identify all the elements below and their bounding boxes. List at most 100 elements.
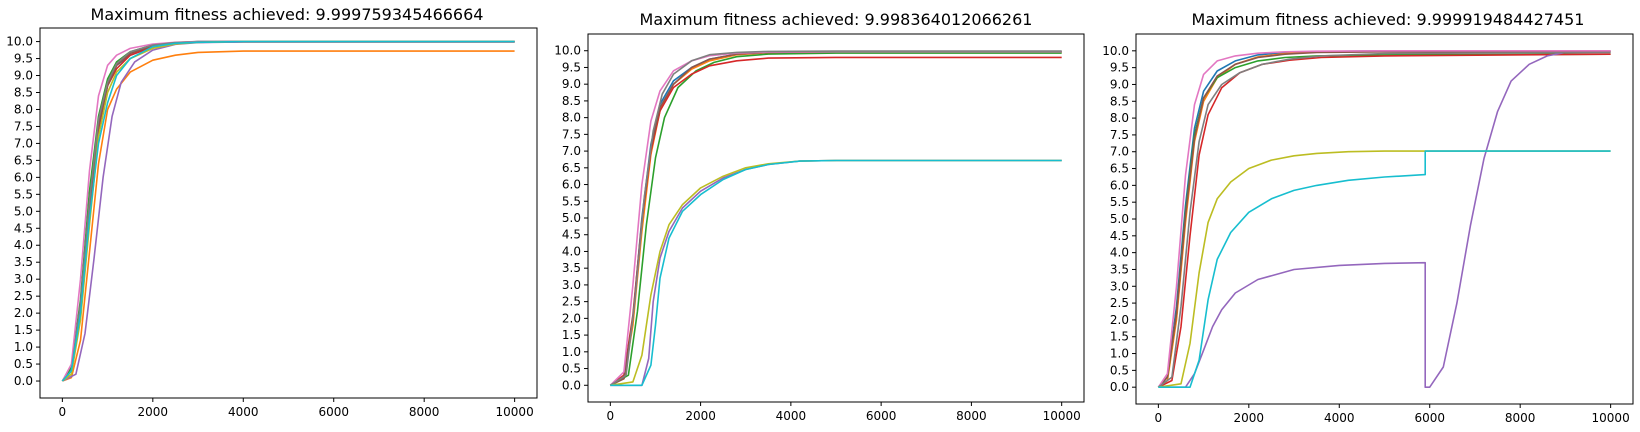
x-tick-label-3-6: 10000 [1592, 411, 1630, 425]
chart-title-1: Maximum fitness achieved: 9.999759345466… [91, 5, 484, 24]
x-tick-label-2-2: 2000 [685, 409, 716, 423]
series-line-3-10 [1158, 150, 1611, 388]
y-tick-label-3-11: 5.0 [1110, 212, 1129, 226]
series-line-3-6 [1157, 51, 1611, 388]
x-tick-label-1-5: 8000 [409, 405, 440, 419]
series-layer-3 [1157, 50, 1611, 388]
y-axis-1: 0.0 0.5 1.0 1.5 2.0 2.5 3.0 3.5 4.0 4.5 5.0 5.5 6.0 6… [6, 35, 40, 388]
series-line-3-8 [1157, 51, 1611, 388]
y-tick-label-2-9: 4.0 [562, 244, 581, 258]
y-tick-label-3-2: 0.5 [1110, 363, 1129, 377]
series-line-1-10 [61, 40, 515, 382]
y-tick-label-3-20: 9.5 [1110, 61, 1129, 75]
y-tick-label-2-2: 0.5 [562, 362, 581, 376]
axes-frame-2 [587, 33, 1085, 403]
y-axis-2: 0.0 0.5 1.0 1.5 2.0 2.5 3.0 3.5 4.0 4.5 5.0 5.5 6.0 6… [554, 44, 588, 392]
y-tick-label-2-14: 6.5 [562, 161, 581, 175]
y-tick-label-2-5: 2.0 [562, 311, 581, 325]
x-tick-label-3-1: 0 [1155, 411, 1163, 425]
axes-frame-1 [39, 27, 538, 399]
y-tick-label-3-4: 1.5 [1110, 330, 1129, 344]
series-line-2-8 [609, 50, 1062, 386]
y-tick-label-3-14: 6.5 [1110, 162, 1129, 176]
y-tick-label-1-12: 5.5 [14, 187, 33, 201]
y-tick-label-3-7: 3.0 [1110, 279, 1129, 293]
y-tick-label-1-6: 2.5 [14, 289, 33, 303]
x-tick-label-1-2: 2000 [138, 405, 169, 419]
y-tick-label-1-17: 8.0 [14, 102, 33, 116]
y-tick-label-3-6: 2.5 [1110, 296, 1129, 310]
y-tick-label-2-16: 7.5 [562, 127, 581, 141]
y-tick-label-3-18: 8.5 [1110, 94, 1129, 108]
series-line-2-10 [610, 159, 1062, 387]
y-tick-label-1-14: 6.5 [14, 153, 33, 167]
series-line-3-7 [1157, 50, 1611, 388]
x-tick-label-3-5: 8000 [1505, 411, 1536, 425]
y-tick-label-1-20: 9.5 [14, 52, 33, 66]
x-tick-label-3-3: 4000 [1324, 411, 1355, 425]
x-tick-label-3-2: 2000 [1234, 411, 1265, 425]
x-tick-label-2-6: 10000 [1043, 409, 1081, 423]
y-tick-label-3-13: 6.0 [1110, 178, 1129, 192]
y-tick-label-1-19: 9.0 [14, 69, 33, 83]
y-tick-label-1-8: 3.5 [14, 255, 33, 269]
y-tick-label-1-18: 8.5 [14, 85, 33, 99]
x-tick-label-1-1: 0 [59, 405, 67, 419]
y-tick-label-3-15: 7.0 [1110, 145, 1129, 159]
y-tick-label-3-21: 10.0 [1102, 44, 1129, 58]
x-tick-label-1-3: 4000 [228, 405, 259, 419]
series-line-3-4 [1158, 53, 1611, 388]
y-tick-label-2-3: 1.0 [562, 345, 581, 359]
y-tick-label-2-7: 3.0 [562, 278, 581, 292]
y-tick-label-2-20: 9.5 [562, 60, 581, 74]
y-tick-label-1-9: 4.0 [14, 238, 33, 252]
chart-title-2: Maximum fitness achieved: 9.998364012066… [640, 10, 1033, 29]
x-tick-label-2-4: 6000 [866, 409, 897, 423]
y-axis-3: 0.0 0.5 1.0 1.5 2.0 2.5 3.0 3.5 4.0 4.5 5.0 5.5 6.0 6… [1102, 44, 1136, 394]
x-tick-label-3-4: 6000 [1414, 411, 1445, 425]
y-tick-label-2-4: 1.5 [562, 328, 581, 342]
y-tick-label-2-6: 2.5 [562, 295, 581, 309]
y-tick-label-3-8: 3.5 [1110, 262, 1129, 276]
x-tick-label-2-5: 8000 [956, 409, 987, 423]
chart-panel-1: Maximum fitness achieved: 9.999759345466… [6, 5, 538, 419]
y-tick-label-2-17: 8.0 [562, 111, 581, 125]
y-tick-label-1-16: 7.5 [14, 119, 33, 133]
y-tick-label-3-5: 2.0 [1110, 313, 1129, 327]
y-tick-label-1-7: 3.0 [14, 272, 33, 286]
y-tick-label-3-16: 7.5 [1110, 128, 1129, 142]
series-line-1-2 [62, 50, 515, 382]
series-line-2-3 [609, 52, 1062, 386]
y-tick-label-2-21: 10.0 [554, 44, 581, 58]
y-tick-label-3-3: 1.0 [1110, 347, 1129, 361]
x-tick-label-1-4: 6000 [318, 405, 349, 419]
y-tick-label-1-3: 1.0 [14, 340, 33, 354]
y-tick-label-1-4: 1.5 [14, 323, 33, 337]
y-tick-label-3-17: 8.0 [1110, 111, 1129, 125]
y-tick-label-1-13: 6.0 [14, 170, 33, 184]
y-tick-label-2-1: 0.0 [562, 378, 581, 392]
y-tick-label-1-1: 0.0 [14, 374, 33, 388]
series-line-3-9 [1158, 150, 1611, 388]
y-tick-label-3-9: 4.0 [1110, 246, 1129, 260]
y-tick-label-3-10: 4.5 [1110, 229, 1129, 243]
x-axis-1: 0 2000 4000 6000 8000 10000 [59, 398, 534, 419]
y-tick-label-2-12: 5.5 [562, 194, 581, 208]
y-tick-label-1-11: 5.0 [14, 204, 33, 218]
series-layer-2 [609, 50, 1062, 387]
chart-panel-2: Maximum fitness achieved: 9.998364012066… [554, 10, 1085, 423]
y-tick-label-3-12: 5.5 [1110, 195, 1129, 209]
x-tick-label-1-6: 10000 [496, 405, 534, 419]
y-tick-label-2-18: 8.5 [562, 94, 581, 108]
y-tick-label-2-10: 4.5 [562, 228, 581, 242]
y-tick-label-1-2: 0.5 [14, 357, 33, 371]
y-tick-label-1-15: 7.0 [14, 136, 33, 150]
y-tick-label-1-21: 10.0 [6, 35, 33, 49]
chart-panel-3: Maximum fitness achieved: 9.999919484427… [1102, 10, 1634, 425]
x-axis-3: 0 2000 4000 6000 8000 10000 [1155, 404, 1630, 425]
x-axis-2: 0 2000 4000 6000 8000 10000 [606, 402, 1081, 423]
y-tick-label-3-19: 9.0 [1110, 77, 1129, 91]
y-tick-label-2-8: 3.5 [562, 261, 581, 275]
